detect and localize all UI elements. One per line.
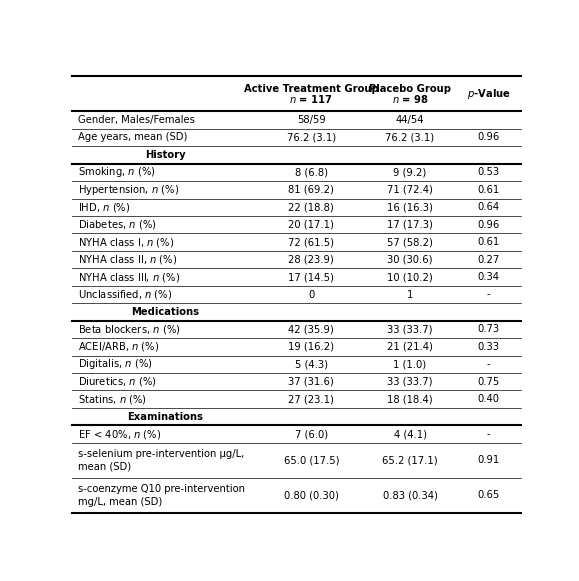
Text: 17 (17.3): 17 (17.3) (387, 220, 433, 229)
Text: 0.91: 0.91 (478, 456, 500, 465)
Text: 0.33: 0.33 (478, 342, 500, 352)
Text: 0.96: 0.96 (478, 132, 500, 142)
Text: $n$ = 98: $n$ = 98 (391, 93, 428, 105)
Text: 44/54: 44/54 (396, 115, 424, 125)
Text: 5 (4.3): 5 (4.3) (295, 359, 328, 370)
Text: Unclassified, $n$ (%): Unclassified, $n$ (%) (78, 288, 172, 301)
Text: 20 (17.1): 20 (17.1) (288, 220, 334, 229)
Text: 0.73: 0.73 (478, 324, 500, 335)
Text: Statins, $n$ (%): Statins, $n$ (%) (78, 393, 146, 406)
Text: 0.34: 0.34 (478, 272, 500, 282)
Text: 0.75: 0.75 (478, 376, 500, 387)
Text: Smoking, $n$ (%): Smoking, $n$ (%) (78, 166, 156, 180)
Text: EF < 40%, $n$ (%): EF < 40%, $n$ (%) (78, 428, 161, 440)
Text: -: - (487, 289, 490, 300)
Text: Active Treatment Group: Active Treatment Group (244, 84, 379, 94)
Text: 22 (18.8): 22 (18.8) (288, 202, 334, 212)
Text: 0.27: 0.27 (478, 254, 500, 264)
Text: -: - (487, 359, 490, 370)
Text: Medications: Medications (131, 307, 200, 317)
Text: 7 (6.0): 7 (6.0) (295, 429, 328, 439)
Text: -: - (487, 429, 490, 439)
Text: IHD, $n$ (%): IHD, $n$ (%) (78, 201, 130, 214)
Text: 19 (16.2): 19 (16.2) (288, 342, 334, 352)
Text: 71 (72.4): 71 (72.4) (387, 185, 433, 195)
Text: 8 (6.8): 8 (6.8) (295, 167, 328, 177)
Text: Beta blockers, $n$ (%): Beta blockers, $n$ (%) (78, 323, 181, 336)
Text: Age years, mean (SD): Age years, mean (SD) (78, 132, 187, 142)
Text: 81 (69.2): 81 (69.2) (288, 185, 334, 195)
Text: 21 (21.4): 21 (21.4) (387, 342, 433, 352)
Text: Placebo Group: Placebo Group (369, 84, 451, 94)
Text: 0.61: 0.61 (478, 237, 500, 247)
Text: NYHA class I, $n$ (%): NYHA class I, $n$ (%) (78, 236, 174, 249)
Text: 0.80 (0.30): 0.80 (0.30) (284, 490, 339, 500)
Text: 28 (23.9): 28 (23.9) (288, 254, 334, 264)
Text: Diabetes, $n$ (%): Diabetes, $n$ (%) (78, 218, 156, 231)
Text: 30 (30.6): 30 (30.6) (387, 254, 433, 264)
Text: 72 (61.5): 72 (61.5) (288, 237, 334, 247)
Text: s-selenium pre-intervention μg/L,
mean (SD): s-selenium pre-intervention μg/L, mean (… (78, 449, 244, 472)
Text: 0.83 (0.34): 0.83 (0.34) (383, 490, 438, 500)
Text: 0.96: 0.96 (478, 220, 500, 229)
Text: 16 (16.3): 16 (16.3) (387, 202, 433, 212)
Text: 1 (1.0): 1 (1.0) (394, 359, 427, 370)
Text: 17 (14.5): 17 (14.5) (288, 272, 334, 282)
Text: 76.2 (3.1): 76.2 (3.1) (386, 132, 435, 142)
Text: 10 (10.2): 10 (10.2) (387, 272, 433, 282)
Text: 65.2 (17.1): 65.2 (17.1) (382, 456, 438, 465)
Text: 18 (18.4): 18 (18.4) (387, 394, 433, 404)
Text: Gender, Males/Females: Gender, Males/Females (78, 115, 195, 125)
Text: Digitalis, $n$ (%): Digitalis, $n$ (%) (78, 357, 152, 371)
Text: 0.65: 0.65 (478, 490, 500, 500)
Text: 4 (4.1): 4 (4.1) (394, 429, 427, 439)
Text: 1: 1 (407, 289, 413, 300)
Text: 57 (58.2): 57 (58.2) (387, 237, 433, 247)
Text: 76.2 (3.1): 76.2 (3.1) (287, 132, 336, 142)
Text: 0.40: 0.40 (478, 394, 500, 404)
Text: s-coenzyme Q10 pre-intervention
mg/L, mean (SD): s-coenzyme Q10 pre-intervention mg/L, me… (78, 483, 245, 507)
Text: 37 (31.6): 37 (31.6) (288, 376, 334, 387)
Text: Examinations: Examinations (127, 412, 203, 422)
Text: 9 (9.2): 9 (9.2) (393, 167, 427, 177)
Text: 42 (35.9): 42 (35.9) (288, 324, 334, 335)
Text: 33 (33.7): 33 (33.7) (387, 376, 433, 387)
Text: 27 (23.1): 27 (23.1) (288, 394, 334, 404)
Text: 65.0 (17.5): 65.0 (17.5) (284, 456, 339, 465)
Text: ACEI/ARB, $n$ (%): ACEI/ARB, $n$ (%) (78, 340, 159, 353)
Text: Diuretics, $n$ (%): Diuretics, $n$ (%) (78, 375, 156, 388)
Text: 0.64: 0.64 (478, 202, 500, 212)
Text: NYHA class III, $n$ (%): NYHA class III, $n$ (%) (78, 271, 180, 284)
Text: 0: 0 (308, 289, 314, 300)
Text: 0.61: 0.61 (478, 185, 500, 195)
Text: NYHA class II, $n$ (%): NYHA class II, $n$ (%) (78, 253, 177, 266)
Text: 0.53: 0.53 (478, 167, 500, 177)
Text: 58/59: 58/59 (297, 115, 326, 125)
Text: $p$-Value: $p$-Value (467, 87, 511, 101)
Text: History: History (145, 150, 186, 160)
Text: 33 (33.7): 33 (33.7) (387, 324, 433, 335)
Text: Hypertension, $n$ (%): Hypertension, $n$ (%) (78, 183, 179, 197)
Text: $n$ = 117: $n$ = 117 (290, 93, 333, 105)
